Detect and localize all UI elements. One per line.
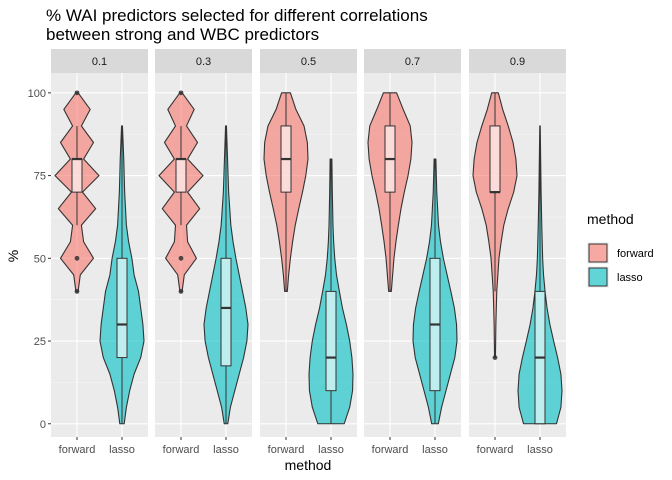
facet-panel-0.5: 0.5 forward lasso	[260, 49, 357, 456]
x-tick-label: forward	[59, 444, 96, 456]
box-iqr	[116, 257, 128, 359]
facet-strip-label: 0.5	[301, 56, 316, 68]
x-tick-label: forward	[163, 444, 200, 456]
outlier-point	[178, 289, 184, 294]
legend-label-forward: forward	[617, 248, 654, 260]
violin-group-forward	[54, 90, 100, 294]
outlier-point	[492, 355, 498, 360]
box-iqr	[220, 257, 232, 367]
violin-group-forward	[263, 92, 309, 292]
facet-strip	[469, 49, 566, 73]
box-iqr	[325, 290, 337, 392]
facet-strip-label: 0.3	[196, 56, 211, 68]
box-iqr	[71, 158, 83, 193]
y-tick-label: 50	[34, 253, 46, 265]
x-tick-label: lasso	[527, 444, 553, 456]
x-tick-label: lasso	[213, 444, 239, 456]
legend: method forward lasso	[587, 211, 654, 288]
x-tick-label: lasso	[109, 444, 135, 456]
legend-key-forward	[588, 243, 608, 263]
facet-strip	[155, 49, 252, 73]
legend-entry-forward: forward	[587, 242, 654, 264]
chart-title-line-2: between strong and WBC predictors	[46, 25, 319, 44]
box-iqr	[489, 125, 501, 193]
y-axis: 0 25 50 75 100	[28, 88, 51, 431]
facet-strip	[51, 49, 148, 73]
facet-panel-0.1: 0.1 forward lasso	[51, 49, 148, 456]
x-tick-label: lasso	[318, 444, 344, 456]
facet-panel-0.3: 0.3 forward lasso	[155, 49, 252, 456]
y-tick-label: 75	[34, 171, 46, 183]
outlier-point	[74, 255, 80, 261]
facet-panel-0.7: 0.7 forward lasso	[364, 49, 461, 456]
box-iqr	[175, 158, 187, 193]
x-tick-label: forward	[268, 444, 305, 456]
x-tick-label: forward	[477, 444, 514, 456]
violin-group-forward	[472, 92, 518, 360]
y-axis-title: %	[5, 250, 21, 262]
violin-group-lasso	[203, 125, 249, 425]
legend-key-lasso	[588, 267, 608, 287]
legend-entry-lasso: lasso	[587, 266, 643, 288]
violin-group-forward	[158, 90, 204, 294]
facet-strip-label: 0.9	[510, 56, 525, 68]
facet-strip-label: 0.1	[92, 56, 107, 68]
outlier-point	[178, 90, 184, 96]
chart-title-line-1: % WAI predictors selected for different …	[46, 6, 428, 25]
x-tick-label: lasso	[422, 444, 448, 456]
facet-strip	[260, 49, 357, 73]
x-tick-label: forward	[372, 444, 409, 456]
violin-group-forward	[367, 92, 413, 292]
y-tick-label: 100	[28, 88, 46, 100]
facet-strip-label: 0.7	[405, 56, 420, 68]
y-tick-label: 0	[40, 419, 46, 431]
violin-group-lasso	[308, 158, 354, 425]
facet-panel-0.9: 0.9 forward lasso	[469, 49, 566, 456]
x-axis-title: method	[285, 457, 332, 473]
violin-group-lasso	[412, 158, 458, 425]
outlier-point	[74, 289, 80, 294]
legend-label-lasso: lasso	[617, 272, 643, 284]
y-tick-label: 25	[34, 336, 46, 348]
facet-strip	[364, 49, 461, 73]
outlier-point	[74, 90, 80, 96]
facet-panels: 0.1 forward lasso 0.3 forward lasso 0.5 forward…	[51, 49, 566, 456]
violin-group-lasso	[517, 125, 563, 425]
violin-group-lasso	[99, 125, 145, 425]
legend-title: method	[587, 211, 634, 227]
outlier-point	[178, 255, 184, 261]
chart-title: % WAI predictors selected for different …	[46, 6, 428, 44]
